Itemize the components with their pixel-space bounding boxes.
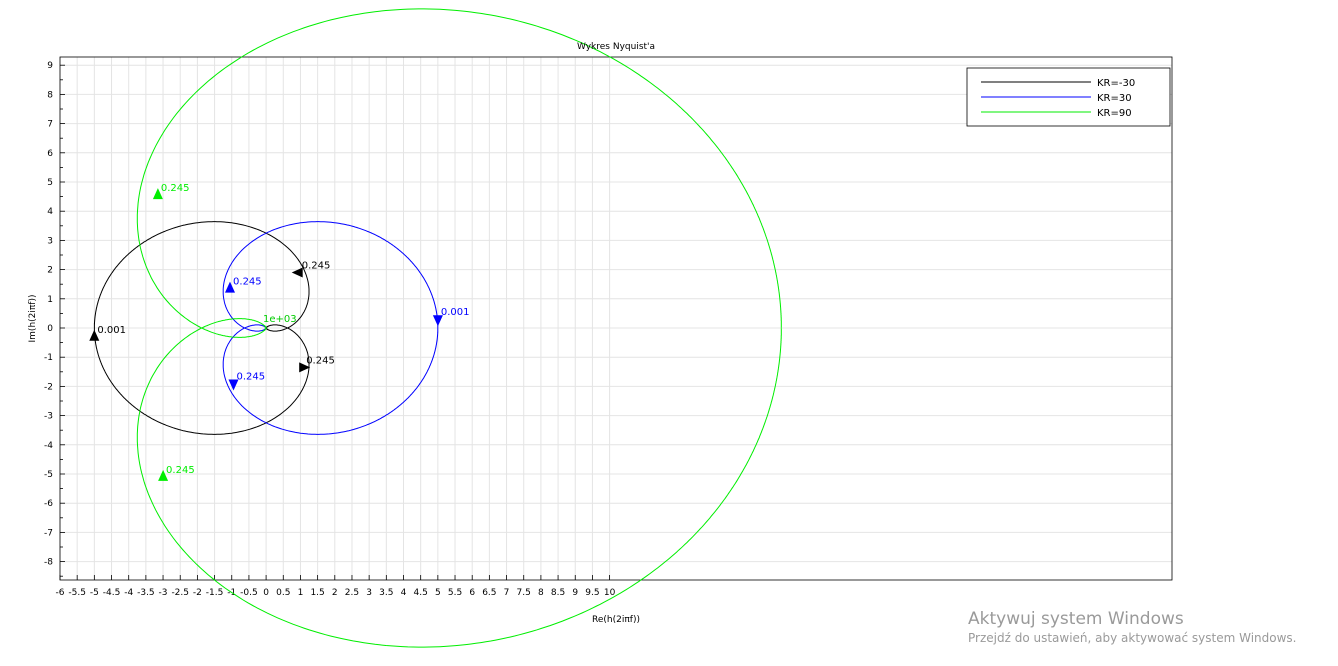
x-tick-label: 0 [263, 588, 269, 598]
series-2-marker-label-0: 0.245 [161, 183, 190, 194]
x-tick-label: 5 [435, 588, 441, 598]
series-2-branch-negative [136, 8, 782, 338]
marker-layer: 0.001 0.245 0.245 0.001 0.245 0.245 0.245 0.245… [89, 183, 469, 481]
y-tick-label: 6 [47, 149, 53, 159]
x-tick-label: 0.5 [276, 588, 290, 598]
series-0-marker-2 [299, 362, 311, 373]
series-0-branch-negative [93, 324, 310, 435]
x-tick-label: 1.5 [310, 588, 324, 598]
x-tick-label: 8 [538, 588, 544, 598]
x-tick-label: 3 [366, 588, 372, 598]
series-0-marker-0 [89, 329, 100, 341]
series-1-marker-1 [225, 281, 235, 293]
series-1-marker-label-0: 0.001 [441, 307, 470, 318]
x-tick-label: 1 [298, 588, 304, 598]
y-tick-label: -7 [44, 528, 53, 538]
x-tick-label: 8.5 [551, 588, 565, 598]
series-0-marker-label-0: 0.001 [97, 325, 126, 336]
legend: KR=-30 KR=30 KR=90 [966, 67, 1171, 127]
x-tick-label: -2.5 [171, 588, 189, 598]
legend-label-2: KR=90 [1097, 108, 1132, 119]
x-tick-label: 7.5 [517, 588, 531, 598]
legend-label-1: KR=30 [1097, 93, 1132, 104]
y-tick-label: -1 [44, 353, 53, 363]
series-2-marker-0 [152, 188, 163, 200]
y-tick-label: 3 [47, 236, 53, 246]
y-tick-label: 1 [47, 295, 53, 305]
watermark-subtitle: Przejdź do ustawień, aby aktywować syste… [968, 631, 1297, 645]
series-0-marker-label-2: 0.245 [306, 355, 335, 366]
y-axis-label: Im(h(2iπf)) [28, 295, 38, 343]
x-tick-label: 3.5 [379, 588, 393, 598]
x-tick-label: 2.5 [345, 588, 359, 598]
annotation-0: 1e+03 [263, 314, 297, 325]
series-1-marker-label-2: 0.245 [236, 371, 265, 382]
y-tick-label: 4 [47, 207, 53, 217]
grid [59, 57, 1172, 580]
x-tick-label: -0.5 [240, 588, 258, 598]
series-0-marker-1 [291, 267, 303, 278]
watermark-title: Aktywuj system Windows [968, 609, 1184, 629]
x-tick-label: 6 [469, 588, 475, 598]
axis-ticks: -6 -5.5 -5 -4.5 -4 -3.5 -3 -2.5 -2 -1.5 -1 -0.5 0 0.5… [44, 61, 616, 598]
series-2-marker-label-1: 0.245 [166, 465, 195, 476]
series-1-marker-0 [432, 315, 443, 327]
x-tick-label: 9 [572, 588, 578, 598]
x-tick-label: 7 [504, 588, 510, 598]
x-tick-label: 9.5 [585, 588, 599, 598]
y-tick-label: -5 [44, 470, 53, 480]
series-1-marker-2 [228, 379, 239, 391]
y-tick-label: 2 [47, 266, 53, 276]
x-tick-label: -3.5 [137, 588, 155, 598]
x-tick-label: 5.5 [448, 588, 462, 598]
x-axis-label: Re(h(2iπf)) [592, 615, 640, 625]
x-tick-label: -6 [56, 588, 65, 598]
y-tick-label: -3 [44, 412, 53, 422]
plot-frame [59, 56, 1173, 581]
series-1-marker-label-1: 0.245 [233, 277, 262, 288]
x-tick-label: -5 [90, 588, 99, 598]
legend-label-0: KR=-30 [1097, 78, 1135, 89]
series-2-marker-1 [158, 469, 169, 481]
chart-title: Wykres Nyquist'a [577, 42, 655, 52]
x-tick-label: 6.5 [482, 588, 496, 598]
x-tick-label: 10 [604, 588, 616, 598]
x-tick-label: 4.5 [414, 588, 428, 598]
y-tick-label: 7 [47, 120, 53, 130]
y-tick-label: -6 [44, 499, 53, 509]
series-2-branch-positive [136, 318, 782, 648]
x-tick-label: 4 [401, 588, 407, 598]
x-tick-label: -3 [159, 588, 168, 598]
x-tick-label: -4.5 [103, 588, 121, 598]
series-layer [93, 8, 782, 648]
y-tick-label: -4 [44, 441, 53, 451]
y-tick-label: 0 [47, 324, 53, 334]
x-tick-label: -5.5 [68, 588, 86, 598]
y-tick-label: -2 [44, 382, 53, 392]
x-tick-label: 2 [332, 588, 338, 598]
x-tick-label: -1.5 [206, 588, 224, 598]
y-tick-label: 8 [47, 90, 53, 100]
y-tick-label: 9 [47, 61, 53, 71]
series-0-marker-label-1: 0.245 [302, 261, 331, 272]
x-tick-label: -2 [193, 588, 202, 598]
y-tick-label: 5 [47, 178, 53, 188]
x-tick-label: -4 [124, 588, 133, 598]
y-tick-label: -8 [44, 558, 53, 568]
